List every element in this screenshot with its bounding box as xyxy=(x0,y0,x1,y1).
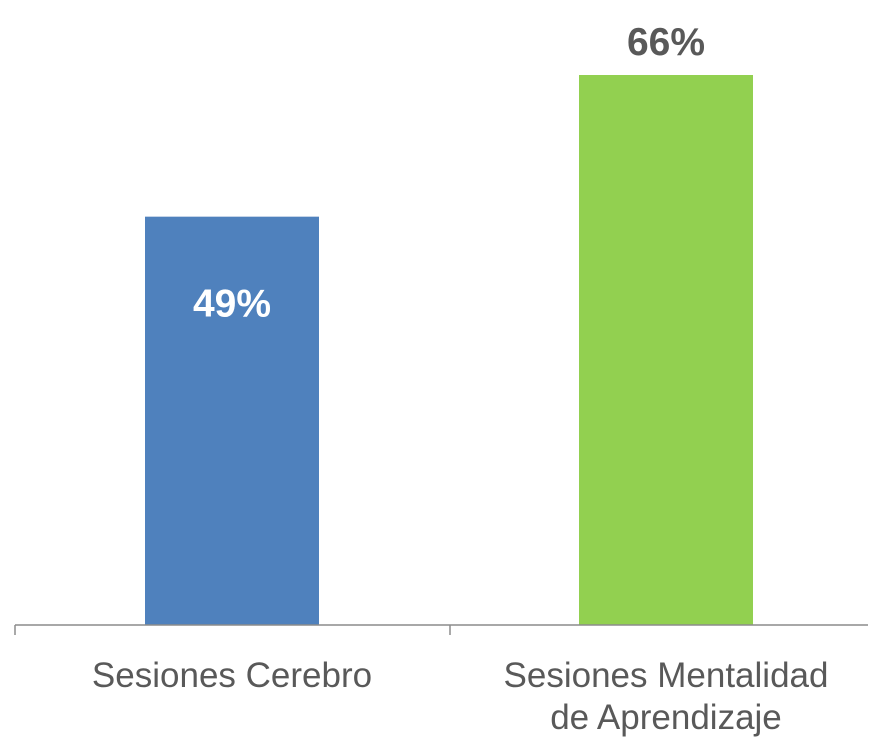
category-label-1-line-1: Sesiones Cerebro xyxy=(92,656,372,695)
bar-2 xyxy=(579,75,753,625)
data-label-1: 49% xyxy=(193,283,271,326)
category-label-2-line-1: Sesiones Mentalidad xyxy=(504,656,829,695)
category-label-1: Sesiones Cerebro xyxy=(92,656,372,695)
bar-1 xyxy=(145,216,319,625)
category-label-2-line-2: de Aprendizaje xyxy=(550,698,782,737)
bars-group xyxy=(145,75,753,625)
x-axis xyxy=(14,624,868,635)
labels-group: 49% Sesiones Cerebro 66% Sesiones Mentalida… xyxy=(92,21,829,737)
data-label-2: 66% xyxy=(627,21,705,64)
category-label-2: Sesiones Mentalidad de Aprendizaje xyxy=(504,656,829,737)
